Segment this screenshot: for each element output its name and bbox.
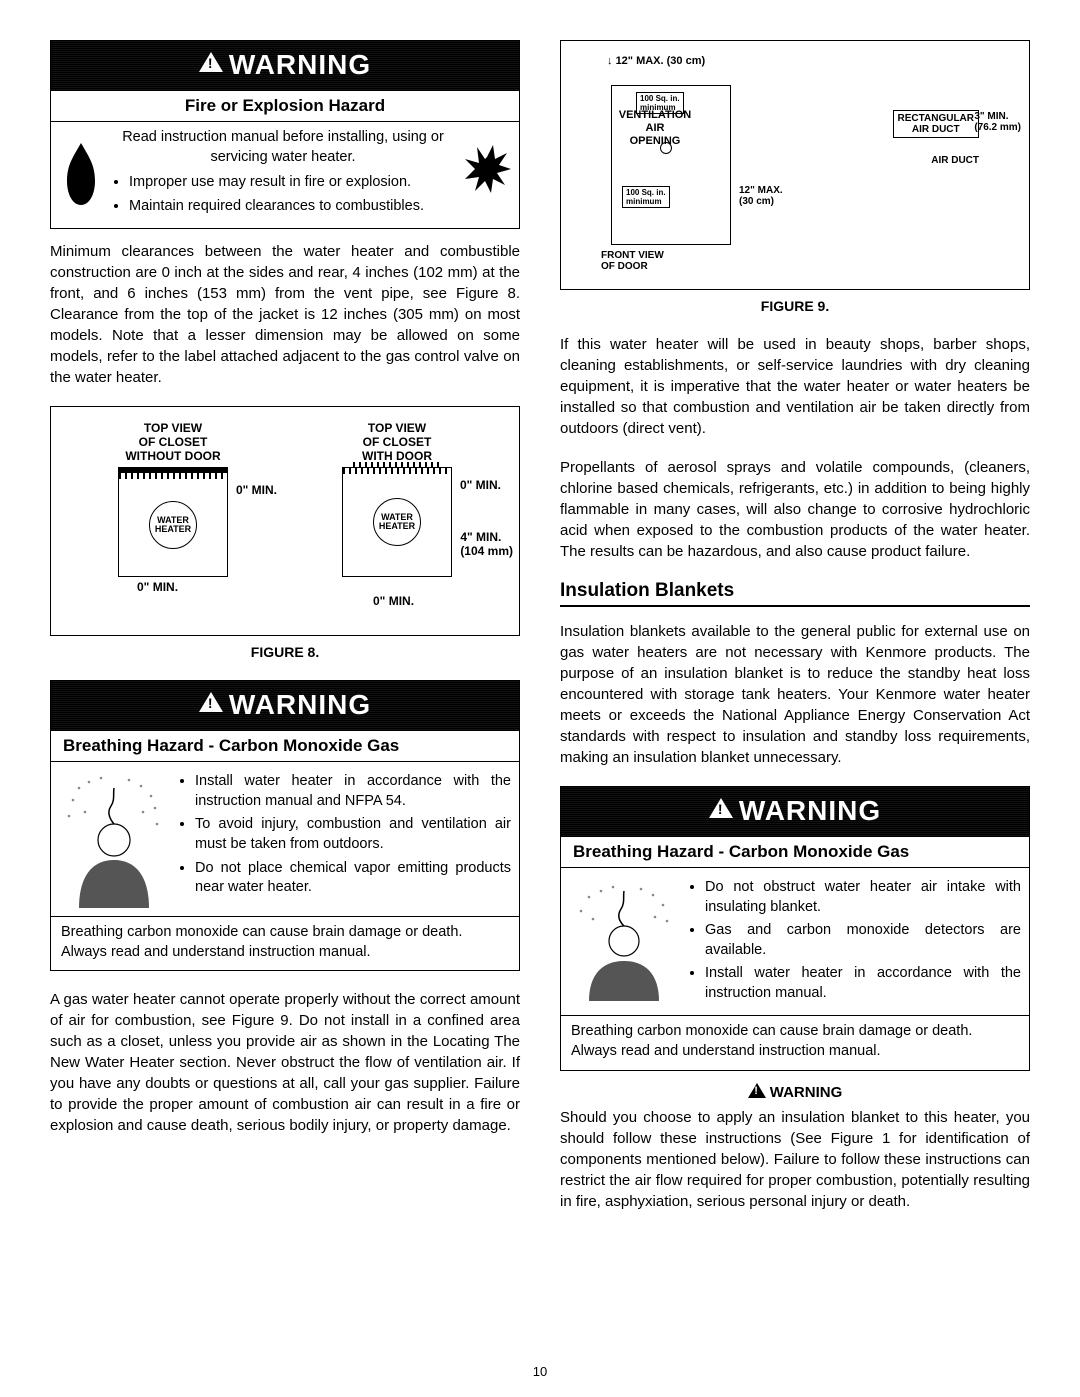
inline-warning-text: WARNING [770, 1084, 843, 1101]
warning-text: Install water heater in accordance with … [177, 768, 511, 908]
warning-footer: Breathing carbon monoxide can cause brai… [51, 916, 519, 970]
warning-bullet: Improper use may result in fire or explo… [129, 173, 455, 193]
warning-bullet: Do not place chemical vapor emitting pro… [195, 859, 511, 898]
warning-subtitle: Breathing Hazard - Carbon Monoxide Gas [51, 731, 519, 762]
warning-title: WARNING [739, 795, 881, 826]
warning-text: Do not obstruct water heater air intake … [687, 874, 1021, 1007]
min-3-label: 3" MIN. (76.2 mm) [974, 111, 1021, 133]
warning-co-2: WARNING Breathing Hazard - Carbon Monoxi… [560, 786, 1030, 1071]
warning-bullet: To avoid injury, combustion and ventilat… [195, 815, 511, 854]
warning-title: WARNING [229, 689, 371, 720]
ventilation-label: VENTILATION AIR OPENING [595, 109, 715, 149]
warning-body: Install water heater in accordance with … [51, 762, 519, 916]
warning-triangle-icon [199, 692, 223, 712]
warning-triangle-icon [709, 798, 733, 818]
fig8-left: TOP VIEW OF CLOSET WITHOUT DOOR WATER HE… [118, 421, 228, 581]
vent-spec-box: 100 Sq. in. minimum [622, 186, 670, 208]
insulation-paragraph: Insulation blankets available to the gen… [560, 621, 1030, 768]
warning-triangle-icon [199, 52, 223, 72]
person-breathing-icon [59, 768, 169, 908]
warning-body: Read instruction manual before installin… [51, 122, 519, 228]
closet-diagram: WATER HEATER 0" MIN. 4" MIN. (104 mm) 0"… [342, 467, 452, 577]
warning-bullet: Install water heater in accordance with … [195, 772, 511, 811]
warning-bullet: Maintain required clearances to combusti… [129, 197, 455, 217]
warning-triangle-icon [748, 1083, 766, 1098]
beauty-shop-paragraph: If this water heater will be used in bea… [560, 334, 1030, 439]
warning-bullet: Gas and carbon monoxide detectors are av… [705, 921, 1021, 960]
blanket-instructions-paragraph: Should you choose to apply an insulation… [560, 1107, 1030, 1212]
closet-diagram: WATER HEATER 0" MIN. 0" MIN. [118, 467, 228, 577]
dim-label: 0" MIN. [236, 483, 277, 497]
front-view-label: FRONT VIEW OF DOOR [601, 250, 664, 272]
water-heater-icon: WATER HEATER [149, 501, 197, 549]
warning-fire-explosion: WARNING Fire or Explosion Hazard Read in… [50, 40, 520, 229]
insulation-blankets-heading: Insulation Blankets [560, 580, 1030, 607]
page-columns: WARNING Fire or Explosion Hazard Read in… [50, 40, 1030, 1212]
fig8-right: TOP VIEW OF CLOSET WITH DOOR WATER HEATE… [342, 421, 452, 581]
person-breathing-icon [569, 874, 679, 1007]
inline-warning: WARNING [560, 1083, 1030, 1101]
fig8-left-title: TOP VIEW OF CLOSET WITHOUT DOOR [118, 421, 228, 463]
clearance-paragraph: Minimum clearances between the water hea… [50, 241, 520, 388]
figure-8: TOP VIEW OF CLOSET WITHOUT DOOR WATER HE… [50, 406, 520, 636]
dim-label: 0" MIN. [137, 580, 178, 594]
flame-icon [59, 128, 103, 220]
warning-text: Read instruction manual before installin… [111, 128, 455, 220]
figure-8-caption: FIGURE 8. [50, 644, 520, 660]
dim-label: 4" MIN. (104 mm) [460, 530, 513, 558]
warning-intro: Read instruction manual before installin… [111, 128, 455, 169]
fig8-right-title: TOP VIEW OF CLOSET WITH DOOR [342, 421, 452, 463]
warning-title: WARNING [229, 49, 371, 80]
air-duct-box: RECTANGULAR AIR DUCT [893, 110, 979, 138]
figure-9: ↓ 12" MAX. (30 cm) 100 Sq. in. minimum 1… [560, 40, 1030, 290]
warning-subtitle: Fire or Explosion Hazard [51, 91, 519, 122]
propellants-paragraph: Propellants of aerosol sprays and volati… [560, 457, 1030, 562]
warning-bullet: Do not obstruct water heater air intake … [705, 878, 1021, 917]
max-12-label: 12" MAX. (30 cm) [739, 185, 783, 207]
combustion-air-paragraph: A gas water heater cannot operate proper… [50, 989, 520, 1136]
figure-9-caption: FIGURE 9. [560, 298, 1030, 314]
warning-header: WARNING [561, 787, 1029, 837]
page-number: 10 [0, 1364, 1080, 1379]
warning-footer: Breathing carbon monoxide can cause brai… [561, 1015, 1029, 1069]
explosion-icon [463, 128, 511, 220]
warning-header: WARNING [51, 41, 519, 91]
fig9-top-label: ↓ 12" MAX. (30 cm) [607, 55, 705, 67]
dim-label: 0" MIN. [373, 594, 414, 608]
warning-subtitle: Breathing Hazard - Carbon Monoxide Gas [561, 837, 1029, 868]
warning-bullet: Install water heater in accordance with … [705, 964, 1021, 1003]
warning-header: WARNING [51, 681, 519, 731]
left-column: WARNING Fire or Explosion Hazard Read in… [50, 40, 520, 1212]
dim-label: 0" MIN. [460, 478, 501, 492]
air-duct-label: AIR DUCT [931, 155, 979, 166]
warning-body: Do not obstruct water heater air intake … [561, 868, 1029, 1015]
water-heater-icon: WATER HEATER [373, 498, 421, 546]
warning-co-1: WARNING Breathing Hazard - Carbon Monoxi… [50, 680, 520, 971]
right-column: ↓ 12" MAX. (30 cm) 100 Sq. in. minimum 1… [560, 40, 1030, 1212]
